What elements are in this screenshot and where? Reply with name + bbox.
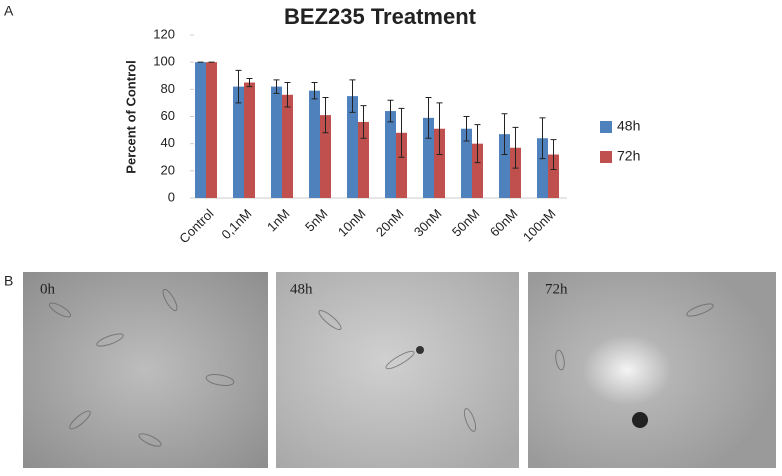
panel-label: A	[4, 3, 14, 19]
cell-cluster	[632, 412, 648, 428]
error-bar	[550, 139, 557, 170]
x-tick-label: 30nM	[411, 206, 445, 240]
error-bar	[474, 124, 481, 164]
bar	[347, 96, 358, 198]
bar	[206, 62, 217, 198]
y-tick-label: 20	[161, 162, 175, 177]
x-tick-label: 0,1nM	[218, 206, 254, 242]
y-tick-label: 80	[161, 81, 175, 96]
error-bar	[425, 96, 432, 139]
error-bar	[539, 117, 546, 160]
bar	[396, 132, 407, 198]
x-tick-label: Control	[176, 206, 216, 246]
error-bar	[246, 77, 253, 88]
y-tick-label: 40	[161, 135, 175, 150]
image-72h	[528, 272, 776, 468]
x-tick-label: 100nM	[520, 206, 559, 245]
x-tick-label: 20nM	[373, 206, 407, 240]
bar	[358, 121, 369, 198]
bar	[320, 115, 331, 198]
error-bar	[501, 113, 508, 156]
image-label: 0h	[40, 281, 56, 297]
legend-swatch	[600, 121, 612, 133]
bar	[472, 143, 483, 198]
legend-label: 48h	[617, 118, 640, 134]
error-bar	[463, 116, 470, 142]
error-bar	[273, 79, 280, 94]
error-bar	[436, 102, 443, 156]
bar	[282, 94, 293, 198]
bar	[233, 86, 244, 198]
chart-title: BEZ235 Treatment	[284, 4, 477, 29]
legend-label: 72h	[617, 148, 640, 164]
bar	[244, 82, 255, 198]
bar	[385, 111, 396, 198]
y-tick-label: 120	[153, 26, 175, 41]
x-tick-label: 1nM	[264, 206, 292, 234]
bar	[537, 138, 548, 198]
error-bar	[387, 99, 394, 123]
y-tick-label: 100	[153, 54, 175, 69]
x-tick-label: 5nM	[302, 206, 330, 234]
error-bar	[349, 79, 356, 113]
bar	[309, 90, 320, 198]
image-48h	[276, 272, 519, 468]
y-tick-label: 60	[161, 108, 175, 123]
y-axis-label: Percent of Control	[123, 60, 138, 173]
x-tick-label: 10nM	[335, 206, 369, 240]
bar	[499, 134, 510, 198]
bar	[510, 147, 521, 198]
bar	[434, 128, 445, 198]
cells	[48, 288, 714, 447]
x-tick-label: 50nM	[449, 206, 483, 240]
image-label: 72h	[545, 281, 568, 297]
error-bar	[311, 82, 318, 100]
error-bar	[360, 105, 367, 139]
cell-debris	[416, 346, 424, 354]
error-bar	[284, 82, 291, 108]
bar	[271, 86, 282, 198]
micrographs: 0h 48h 72h	[23, 272, 776, 468]
y-tick-label: 0	[168, 189, 175, 204]
image-0h	[23, 272, 268, 468]
bar	[195, 62, 206, 198]
error-bar	[512, 126, 519, 169]
error-bar	[235, 69, 242, 104]
legend-swatch	[600, 151, 612, 163]
error-bar	[322, 96, 329, 134]
panel-label: B	[4, 273, 13, 289]
bar	[461, 128, 472, 198]
x-tick-label: 60nM	[487, 206, 521, 240]
image-label: 48h	[290, 281, 313, 297]
bar	[548, 154, 559, 198]
error-bar	[398, 107, 405, 158]
bar	[423, 117, 434, 198]
